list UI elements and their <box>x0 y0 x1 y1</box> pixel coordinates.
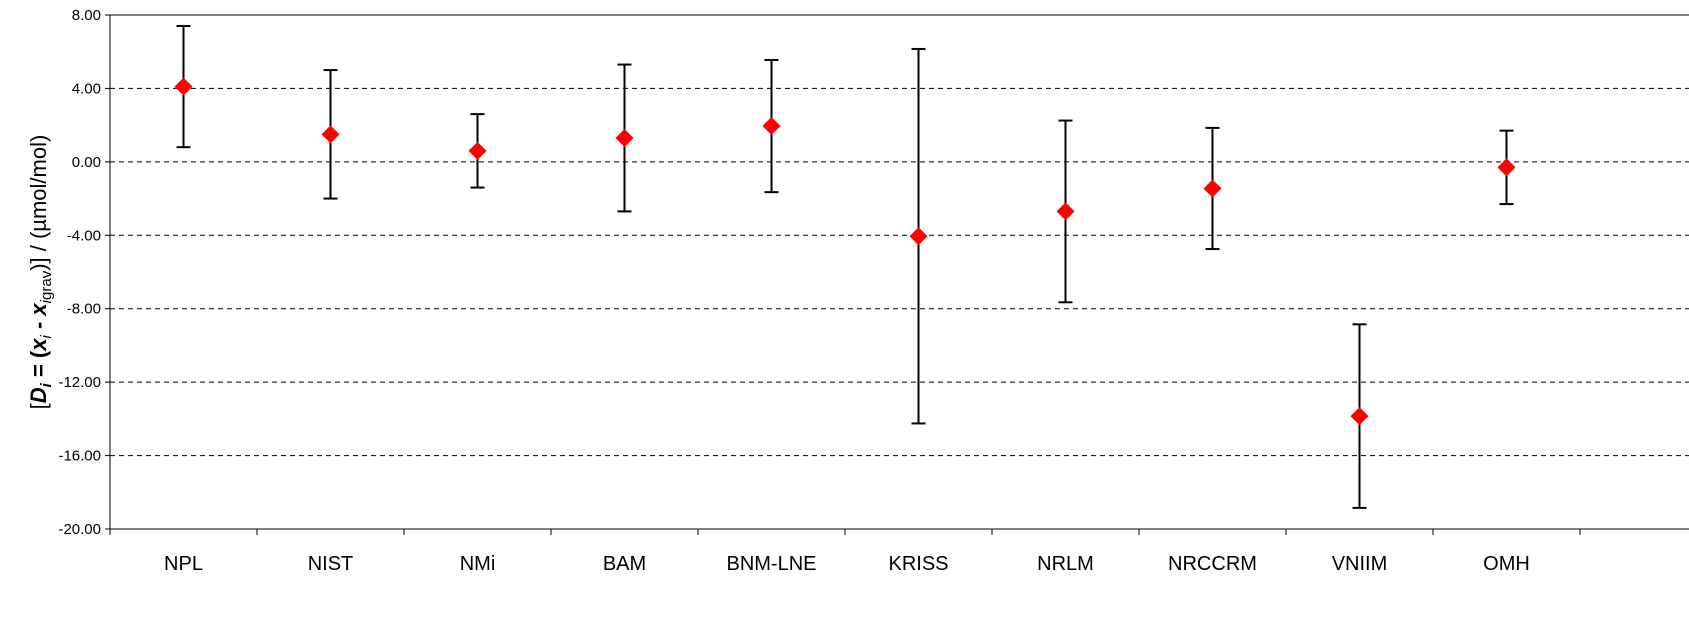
data-point-marker <box>615 128 634 147</box>
data-markers <box>174 77 1516 426</box>
axes <box>105 14 1689 535</box>
y-tick-label: 4.00 <box>72 80 101 97</box>
x-tick-label: NPL <box>164 553 203 575</box>
gridlines <box>110 87 1689 457</box>
data-point-marker <box>468 141 487 160</box>
data-point-marker <box>1203 179 1222 198</box>
y-tick-labels: 8.00 4.00 0.00 -4.00 -8.00 -12.00 -16.00 -20.00 <box>58 7 101 538</box>
y-tick-label: 8.00 <box>72 7 101 24</box>
y-tick-label: -12.00 <box>58 374 101 391</box>
x-tick-labels: NPL NIST NMi BAM BNM-LNE KRISS NRLM NRCCRM VNIIM… <box>164 553 1530 575</box>
y-tick-label: -20.00 <box>58 521 101 538</box>
data-point-marker <box>1350 407 1369 426</box>
error-bars <box>176 25 1514 509</box>
x-tick-label: BAM <box>603 553 646 575</box>
data-point-marker <box>909 227 928 246</box>
x-tick-label: VNIIM <box>1332 553 1388 575</box>
y-tick-label: -16.00 <box>58 448 101 465</box>
data-point-marker <box>174 77 193 96</box>
x-tick-label: OMH <box>1483 553 1530 575</box>
data-point-marker <box>1056 202 1075 221</box>
x-tick-label: BNM-LNE <box>726 553 816 575</box>
data-point-marker <box>1497 158 1516 177</box>
x-tick-label: NMi <box>460 553 496 575</box>
x-tick-label: NIST <box>308 553 354 575</box>
x-tick-label: NRLM <box>1037 553 1094 575</box>
y-axis-label: [Di = (xi - xigrav)] / (µmol/mol) <box>26 135 55 410</box>
y-tick-label: -4.00 <box>67 227 101 244</box>
y-tick-label: 0.00 <box>72 154 101 171</box>
data-point-marker <box>321 125 340 144</box>
data-point-marker <box>762 117 781 136</box>
x-tick-label: NRCCRM <box>1168 553 1257 575</box>
x-tick-label: KRISS <box>888 553 948 575</box>
y-tick-label: -8.00 <box>67 301 101 318</box>
